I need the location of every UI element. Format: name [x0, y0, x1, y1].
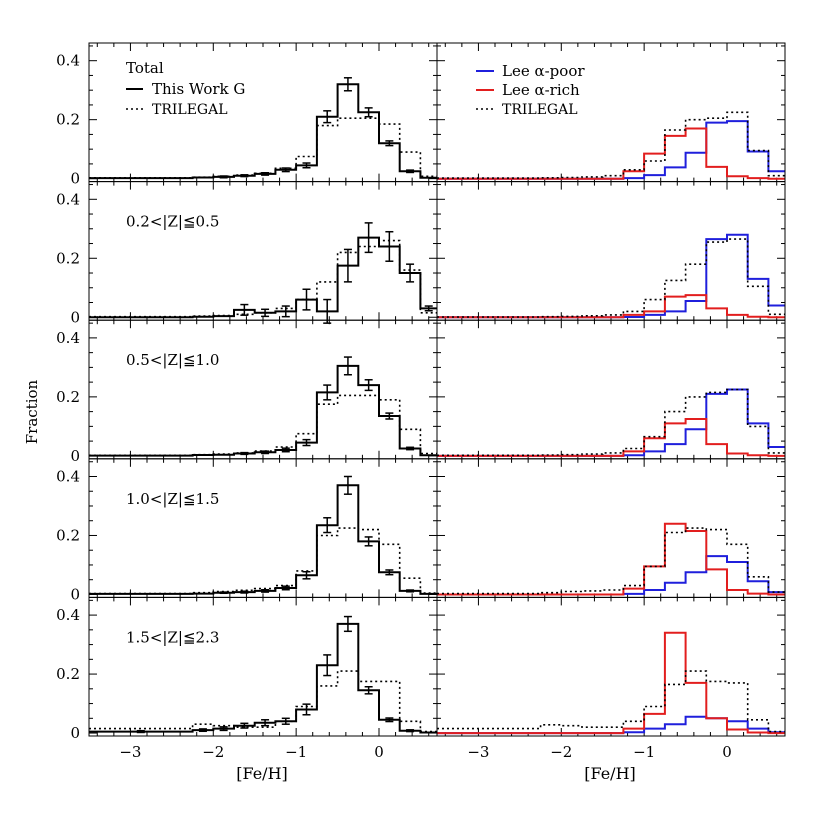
y-tick-label: 0: [70, 308, 80, 326]
tick-marks: [89, 458, 437, 598]
y-tick-label: 0: [70, 447, 80, 465]
panel-left-3: 0 0.2 0.4 0.5<|Z|≦1.0: [56, 319, 438, 465]
tick-marks: [89, 320, 437, 459]
x-tick-label: 0: [722, 743, 732, 761]
panel-left-4: 0 0.2 0.4 1.0<|Z|≦1.5: [56, 458, 438, 603]
series-trilegal: [89, 394, 437, 457]
y-tick-label: 0.4: [56, 52, 80, 70]
y-tick-label: 0.4: [56, 467, 80, 485]
series-lee-poor: [437, 120, 785, 180]
series-trilegal: [89, 527, 437, 595]
series-lee-rich: [437, 418, 785, 457]
tick-marks: [437, 43, 785, 182]
series-lee-poor: [437, 233, 785, 319]
x-tick-label: −2: [550, 743, 572, 761]
panel-label: 1.5<|Z|≦2.3: [126, 628, 219, 646]
panel-left-5: 0 0.2 0.4 −3 −2 −1 0 1.5<|Z|≦2.3: [56, 596, 438, 761]
error-bars: [240, 222, 433, 324]
series-trilegal: [437, 388, 785, 457]
y-tick-label: 0.2: [56, 665, 80, 683]
panel-right-5: −3 −2 −1 0: [436, 596, 786, 761]
panel-label: 1.0<|Z|≦1.5: [126, 490, 219, 508]
series-trilegal: [437, 527, 785, 595]
error-bars: [136, 615, 415, 734]
panel-frame: [88, 596, 438, 737]
x-axis-title-right: [Fe/H]: [584, 764, 636, 783]
y-tick-label: 0.4: [56, 329, 80, 347]
x-axis-title-left: [Fe/H]: [236, 764, 288, 783]
error-bars: [240, 356, 415, 456]
series-this-work-g: [89, 364, 437, 457]
y-tick-label: 0.2: [56, 249, 80, 267]
legend-right-label-alpha-rich: Lee α-rich: [502, 81, 580, 99]
panel-right-4: [436, 458, 786, 598]
series-trilegal: [437, 238, 785, 318]
panel-frame: [88, 458, 438, 598]
panel-left-2: 0 0.2 0.4 0.2<|Z|≦0.5: [56, 181, 438, 326]
series-lee-rich: [437, 522, 785, 596]
legend-left: Total This Work G TRILEGAL: [126, 59, 245, 118]
legend-right-label-alpha-poor: Lee α-poor: [502, 62, 585, 80]
panel-right-3: [436, 319, 786, 460]
y-tick-label: 0.2: [56, 111, 80, 129]
panel-frame: [436, 596, 786, 737]
panel-label: 0.5<|Z|≦1.0: [126, 351, 219, 369]
y-tick-label: 0: [70, 170, 80, 188]
legend-left-label-trilegal: TRILEGAL: [152, 102, 228, 118]
x-tick-label: −2: [202, 743, 224, 761]
y-tick-label: 0.4: [56, 190, 80, 208]
tick-marks: [437, 597, 785, 736]
series-lee-poor: [437, 388, 785, 457]
legend-left-label-thiswork: This Work G: [152, 80, 245, 98]
y-tick-label: 0.4: [56, 606, 80, 624]
series-this-work-g: [89, 83, 437, 180]
x-tick-label: −3: [467, 743, 489, 761]
panel-frame: [436, 458, 786, 598]
panel-right-2: [436, 181, 786, 321]
panel-left-1: 0 0.2 0.4: [56, 42, 438, 188]
panel-label: 0.2<|Z|≦0.5: [126, 213, 219, 231]
tick-marks: [89, 43, 437, 182]
tick-marks: [89, 181, 437, 321]
panel-frame: [88, 319, 438, 460]
series-lee-rich: [437, 127, 785, 180]
series-trilegal: [89, 117, 437, 179]
series-trilegal: [89, 239, 437, 318]
x-tick-label: −3: [119, 743, 141, 761]
legend-right-label-trilegal: TRILEGAL: [502, 102, 578, 118]
series-this-work-g: [89, 236, 437, 319]
series-lee-rich: [437, 294, 785, 319]
tick-marks: [437, 458, 785, 598]
series-lee-rich: [437, 631, 785, 735]
y-tick-label: 0: [70, 585, 80, 603]
panel-grid: 0 0.2 0.4 0 0.2 0.4 0.2<|Z|≦0.5 0 0.2 0.4 0.5<|Z|≦…: [56, 42, 786, 761]
series-trilegal: [437, 670, 785, 733]
x-tick-label: 0: [374, 743, 384, 761]
x-tick-label: −1: [285, 743, 307, 761]
panel-frame: [88, 181, 438, 321]
y-tick-label: 0.2: [56, 526, 80, 544]
tick-marks: [437, 181, 785, 321]
series-lee-poor: [437, 555, 785, 596]
legend-left-title: Total: [126, 59, 164, 77]
y-tick-label: 0: [70, 724, 80, 742]
error-bars: [219, 77, 415, 179]
series-trilegal: [89, 670, 437, 733]
series-lee-poor: [437, 715, 785, 735]
panel-right-1: [436, 42, 786, 183]
y-axis-title: Fraction: [23, 379, 41, 444]
tick-marks: [89, 597, 437, 736]
y-tick-label: 0.2: [56, 388, 80, 406]
error-bars: [219, 475, 415, 595]
legend-right: Lee α-poor Lee α-rich TRILEGAL: [476, 62, 585, 118]
x-tick-label: −1: [633, 743, 655, 761]
series-trilegal: [437, 111, 785, 179]
panel-frame: [436, 181, 786, 321]
